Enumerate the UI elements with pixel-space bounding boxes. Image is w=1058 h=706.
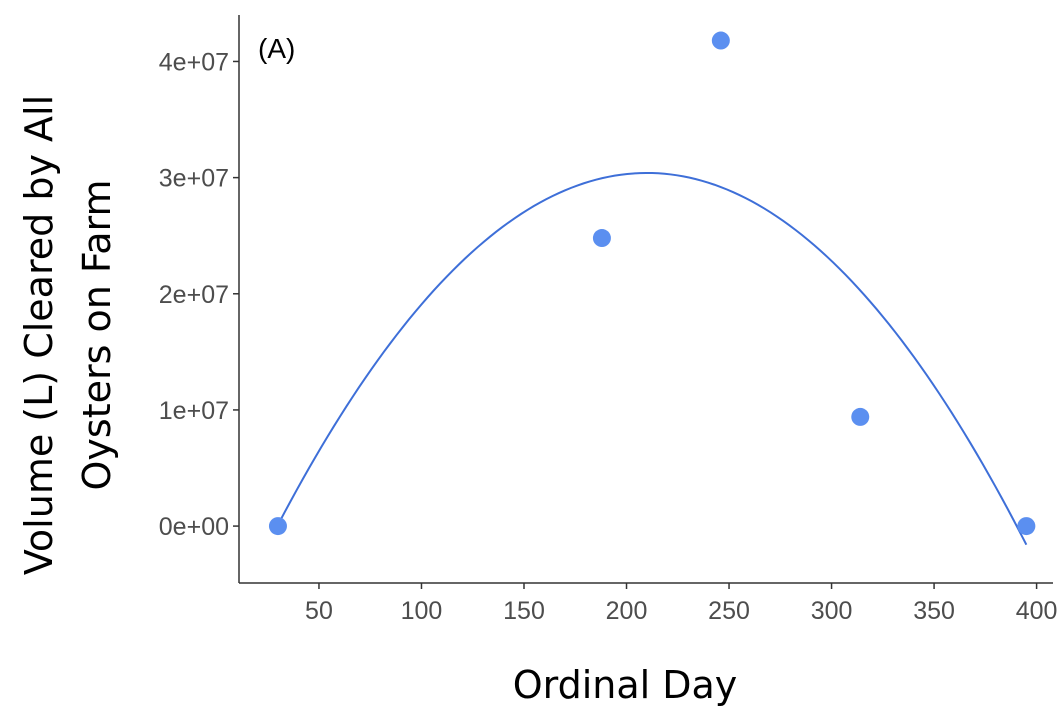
y-tick-label: 2e+07 [159,281,229,309]
data-point [592,229,611,248]
x-axis-title: Ordinal Day [513,663,738,706]
y-tick-label: 0e+00 [159,513,229,541]
y-tick-label: 3e+07 [159,165,229,193]
data-point [711,31,730,50]
x-tick-label: 400 [1016,597,1058,625]
x-tick-label: 350 [913,597,955,625]
y-tick-label: 4e+07 [159,48,229,76]
data-point [268,517,287,536]
x-tick-label: 100 [401,597,443,625]
fit-curve-layer [277,171,1028,546]
x-tick-label: 200 [606,597,648,625]
y-axis-title-line-2: Oysters on Farm [75,179,119,490]
x-tick-label: 250 [708,597,750,625]
x-tick-label: 150 [503,597,545,625]
y-tick-label: 1e+07 [159,397,229,425]
panel-label: (A) [258,33,295,64]
data-point [1017,517,1036,536]
data-point [851,407,870,426]
x-tick-label: 300 [811,597,853,625]
ticks: 50 100 150 200 250 300 350 400 0e+00 1e+07 2e+07 3e… [159,48,1058,625]
y-axis-title-line-1: Volume (L) Cleared by All [17,95,61,575]
quadratic-fit-line [277,171,1028,546]
x-tick-label: 50 [305,597,333,625]
axes [238,15,1053,584]
points-layer [268,31,1036,536]
